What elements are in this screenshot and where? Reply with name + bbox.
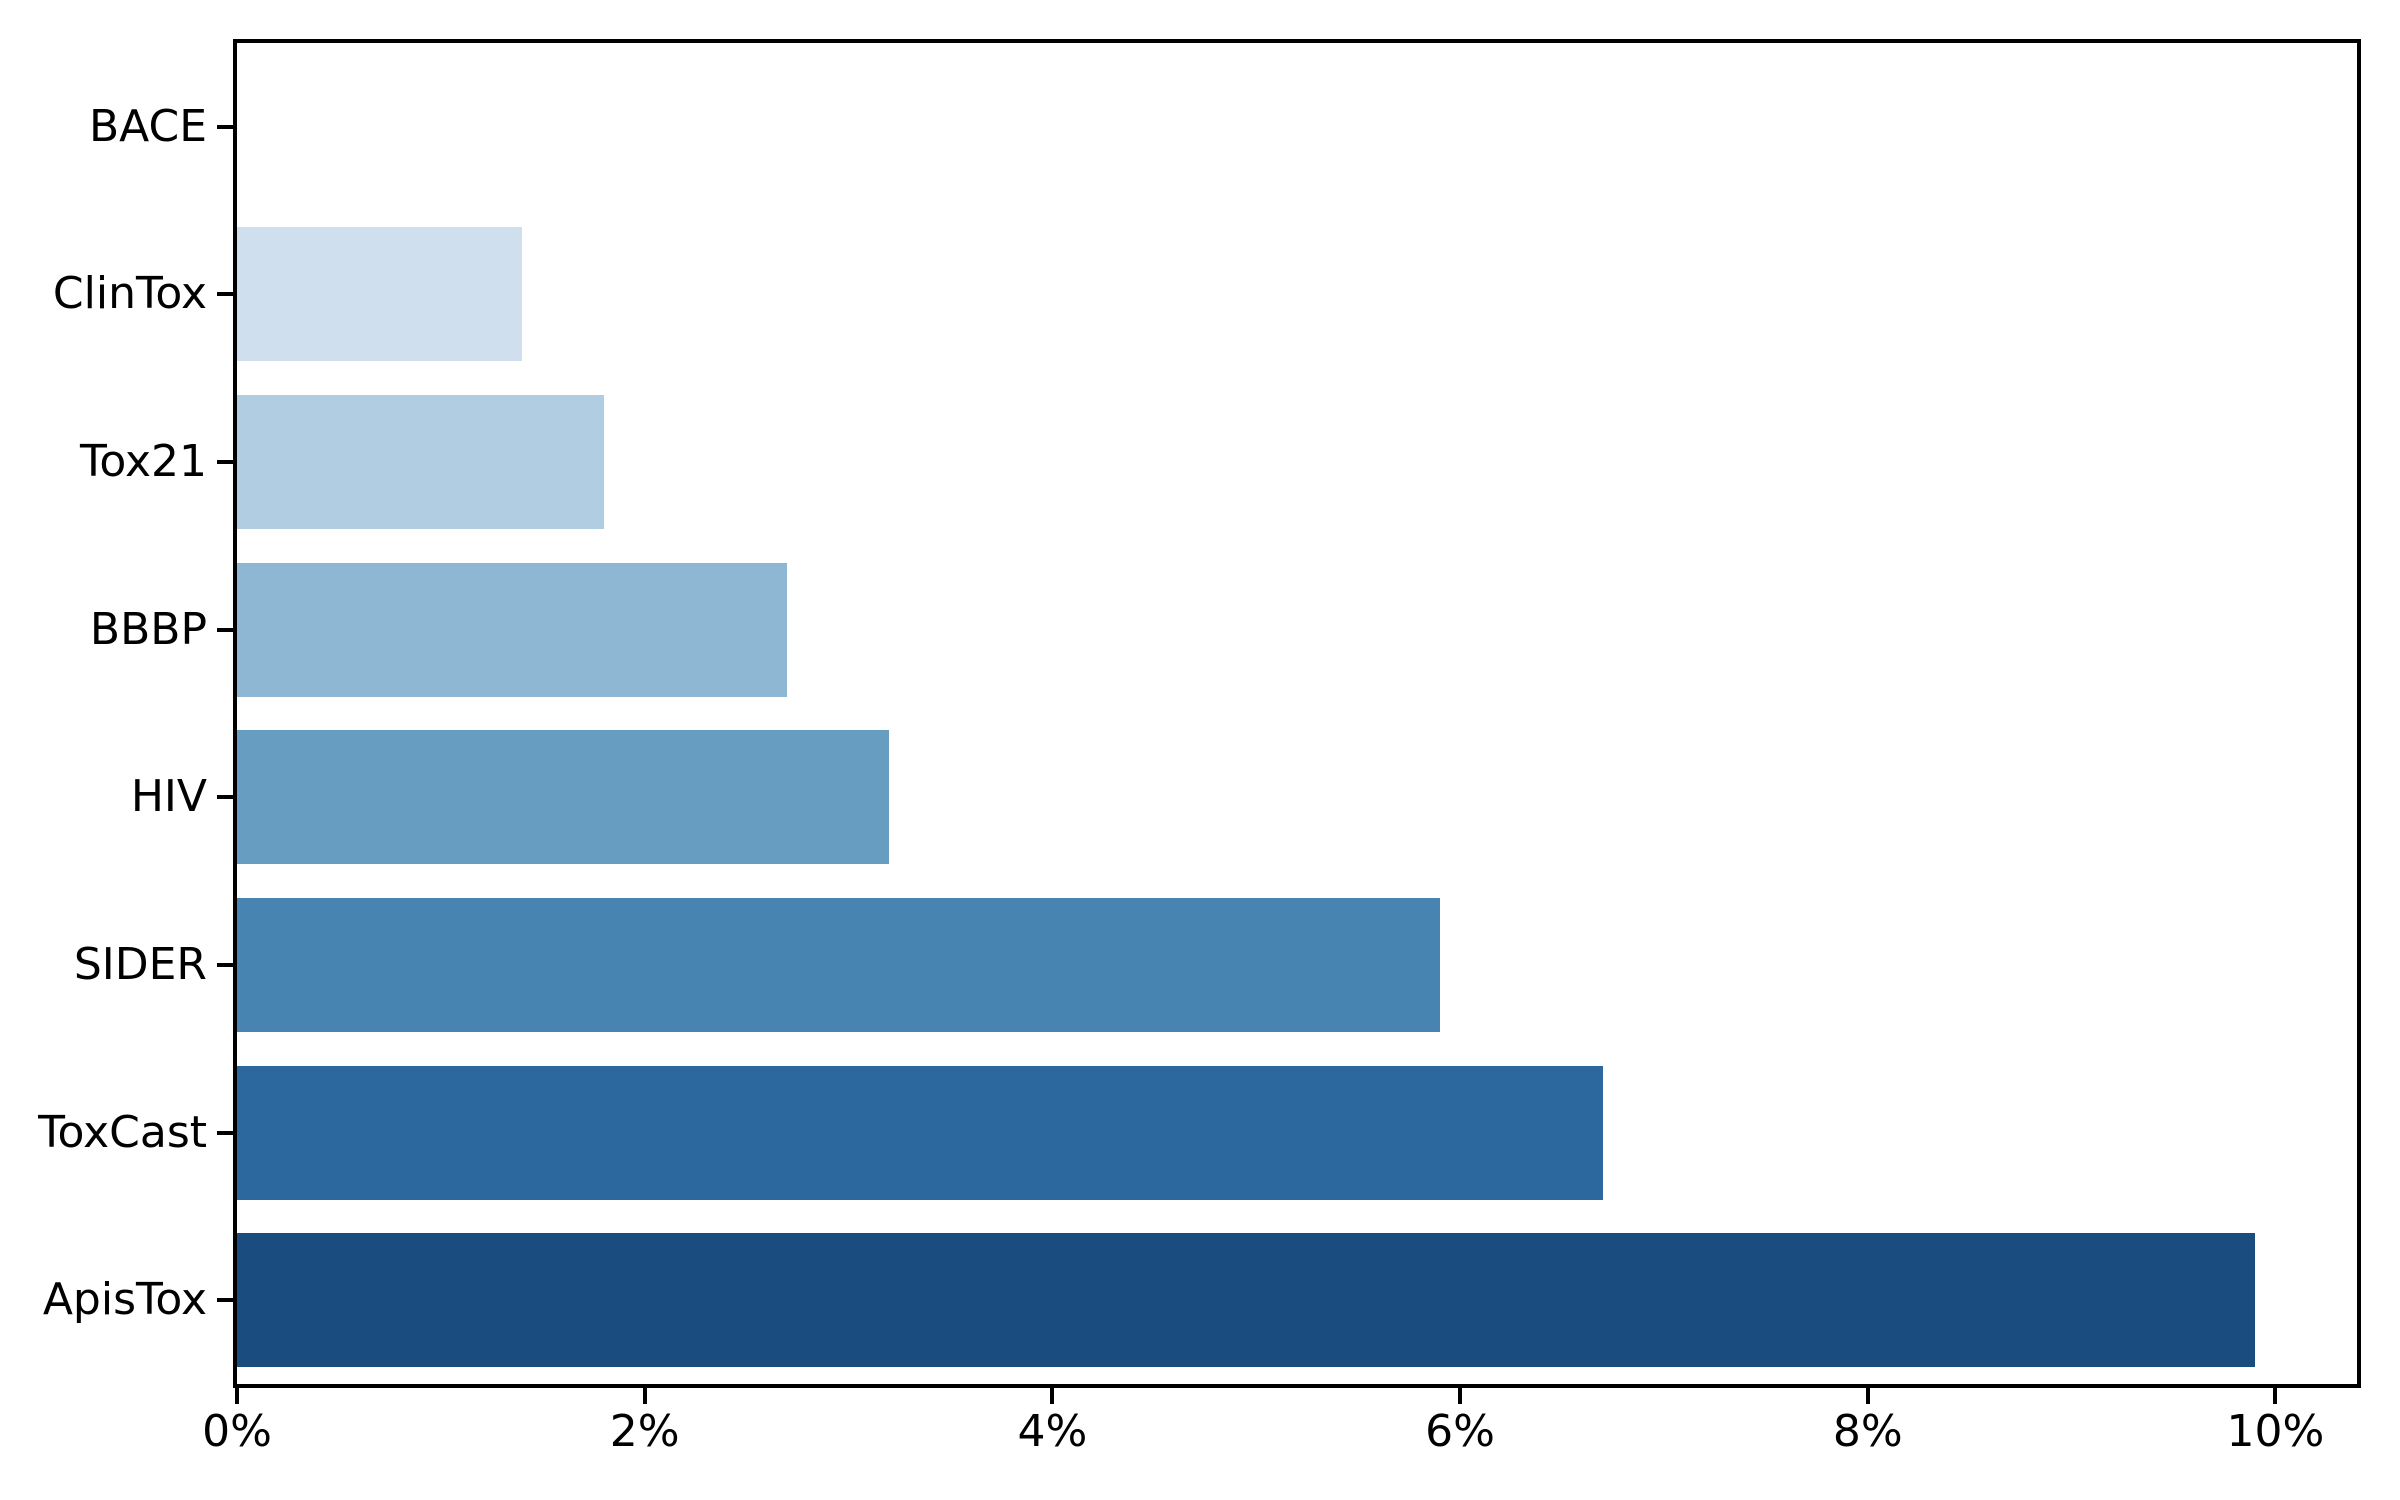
y-tick-clintox bbox=[217, 292, 233, 297]
y-tick-bace bbox=[217, 124, 233, 129]
y-tick-apistox bbox=[217, 1298, 233, 1303]
x-tick-0 bbox=[235, 1388, 239, 1404]
bar-clintox bbox=[237, 227, 523, 362]
y-tick-tox21 bbox=[217, 460, 233, 465]
bar-bbbp bbox=[237, 562, 788, 697]
x-tick-label-2: 2% bbox=[609, 1406, 680, 1457]
x-tick-10 bbox=[2273, 1388, 2278, 1404]
plot-area: BACE ClinTox Tox21 BBBP HIV SIDER ToxCast ApisT… bbox=[38, 39, 2361, 1454]
bar-apistox bbox=[237, 1233, 2256, 1368]
x-tick-2 bbox=[642, 1388, 647, 1404]
y-tick-label-apistox: ApisTox bbox=[42, 1274, 207, 1326]
x-tick-label-4: 4% bbox=[1017, 1406, 1088, 1457]
bar-tox21 bbox=[237, 395, 604, 530]
x-tick-label-10: 10% bbox=[2226, 1406, 2325, 1457]
y-tick-toxcast bbox=[217, 1130, 233, 1135]
x-tick-4 bbox=[1050, 1388, 1055, 1404]
bar-toxcast bbox=[237, 1065, 1603, 1200]
y-tick-label-clintox: ClinTox bbox=[52, 268, 207, 320]
y-tick-label-bbbp: BBBP bbox=[89, 603, 207, 655]
bar-sider bbox=[237, 897, 1440, 1032]
y-tick-label-bace: BACE bbox=[88, 100, 207, 152]
bar-hiv bbox=[237, 730, 890, 865]
y-tick-label-toxcast: ToxCast bbox=[38, 1106, 207, 1158]
y-tick-label-hiv: HIV bbox=[130, 771, 207, 823]
x-tick-8 bbox=[1865, 1388, 1870, 1404]
y-tick-sider bbox=[217, 962, 233, 967]
y-tick-hiv bbox=[217, 795, 233, 800]
x-tick-label-6: 6% bbox=[1425, 1406, 1495, 1457]
y-tick-label-tox21: Tox21 bbox=[80, 436, 207, 488]
x-tick-label-0: 0% bbox=[202, 1406, 272, 1457]
x-tick-6 bbox=[1458, 1388, 1463, 1404]
y-tick-label-sider: SIDER bbox=[73, 938, 207, 990]
y-tick-bbbp bbox=[217, 627, 233, 632]
x-tick-label-8: 8% bbox=[1832, 1406, 1903, 1457]
